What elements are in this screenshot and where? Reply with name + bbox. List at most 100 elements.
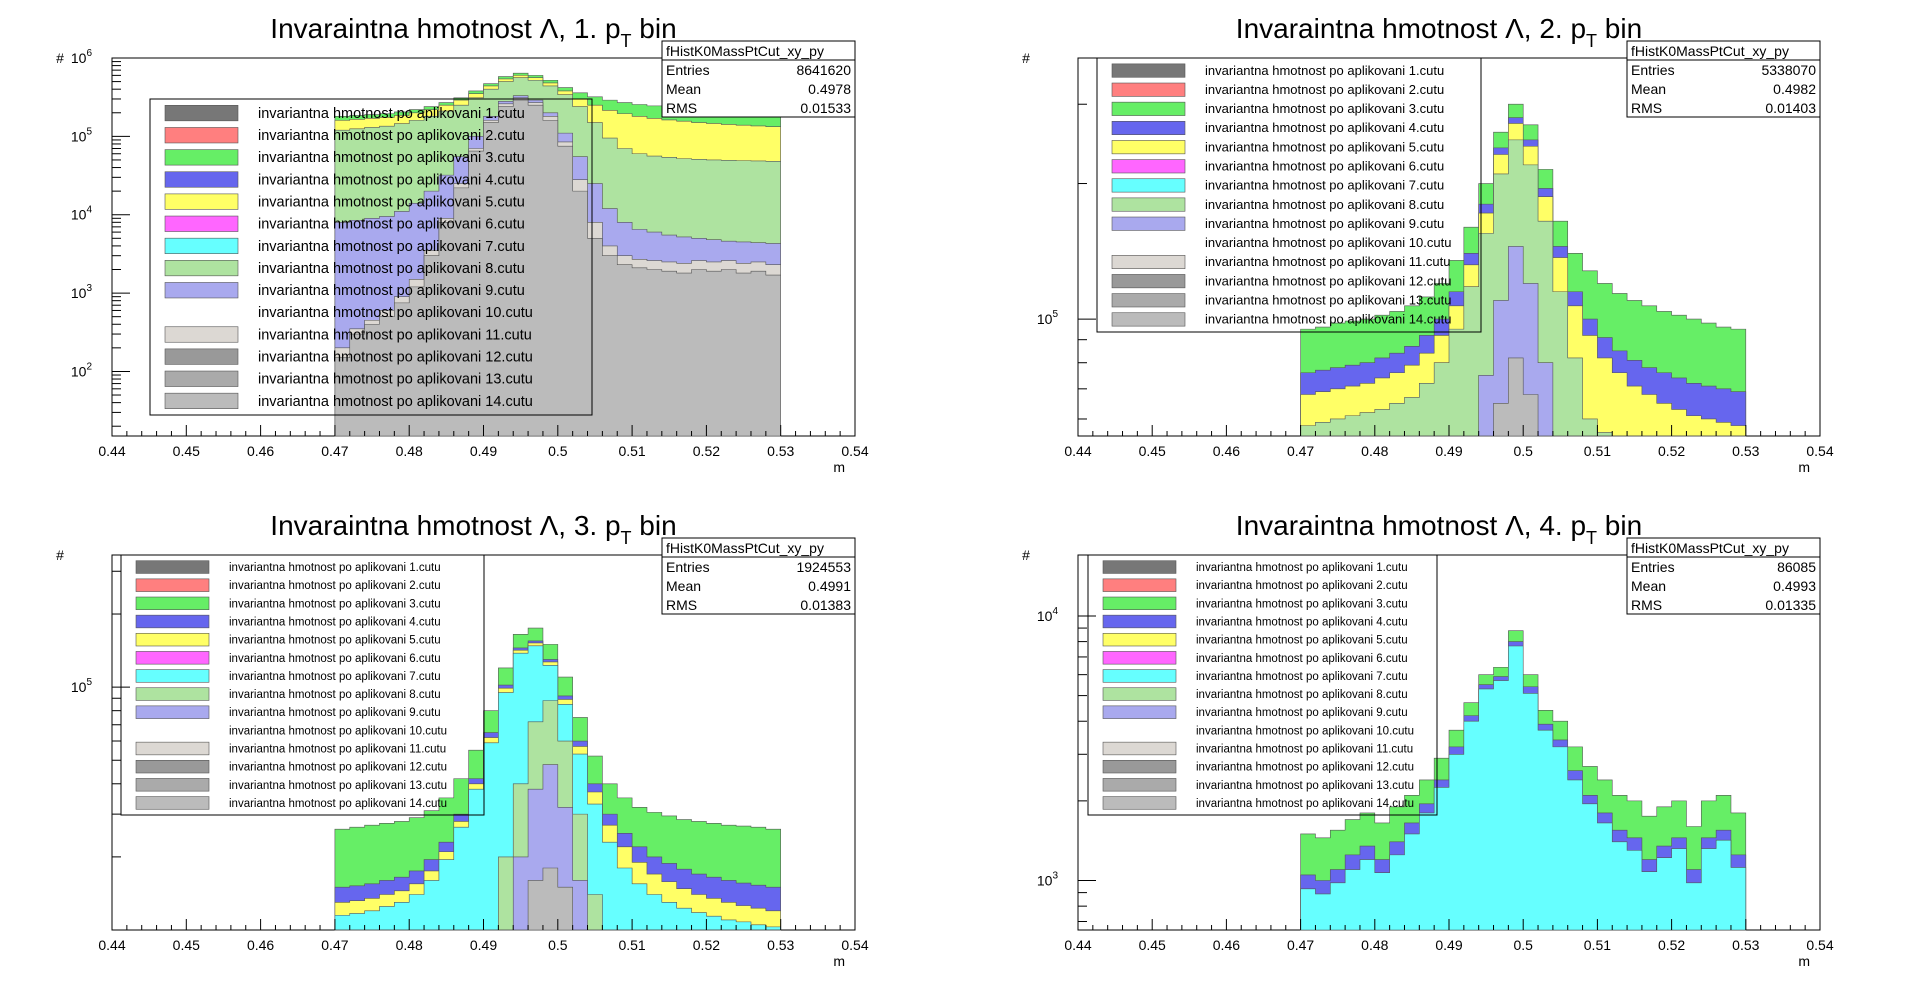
- legend-label: invariantna hmotnost po aplikovani 3.cut…: [1205, 101, 1444, 116]
- y-axis-label: #: [56, 50, 64, 66]
- legend-swatch: [135, 741, 210, 756]
- x-tick-label: 0.45: [1139, 443, 1166, 459]
- x-tick-label: 0.49: [1435, 937, 1462, 953]
- legend-swatch: [1111, 159, 1186, 174]
- legend-swatch: [1111, 255, 1186, 270]
- legend-swatch: [164, 392, 239, 409]
- y-tick-exponent: 5: [1052, 309, 1058, 320]
- legend-label: invariantna hmotnost po aplikovani 12.cu…: [1205, 273, 1451, 288]
- legend-swatch: [1102, 596, 1177, 611]
- x-tick-label: 0.46: [247, 443, 274, 459]
- legend-label: invariantna hmotnost po aplikovani 7.cut…: [258, 239, 525, 255]
- x-tick-label: 0.54: [1806, 443, 1833, 459]
- chart-title-subscript: T: [621, 31, 632, 51]
- legend-label: invariantna hmotnost po aplikovani 9.cut…: [1196, 707, 1408, 719]
- legend-swatch: [164, 237, 239, 254]
- legend-label: invariantna hmotnost po aplikovani 12.cu…: [258, 350, 533, 366]
- legend-label: invariantna hmotnost po aplikovani 12.cu…: [1196, 762, 1414, 774]
- legend-label: invariantna hmotnost po aplikovani 2.cut…: [229, 580, 441, 592]
- legend-label: invariantna hmotnost po aplikovani 6.cut…: [1205, 158, 1444, 173]
- legend-swatch: [135, 614, 210, 629]
- legend-swatch: [1102, 741, 1177, 756]
- legend-label: invariantna hmotnost po aplikovani 14.cu…: [1205, 312, 1451, 327]
- chart-title-main: Invaraintna hmotnost Λ, 3. p: [270, 510, 620, 541]
- legend-frame: [120, 554, 485, 816]
- legend-label: invariantna hmotnost po aplikovani 1.cut…: [229, 562, 441, 574]
- stats-name: fHistK0MassPtCut_xy_py: [1631, 43, 1789, 59]
- y-tick-base: 10: [1037, 873, 1053, 889]
- x-tick-label: 0.51: [618, 443, 645, 459]
- legend-label: invariantna hmotnost po aplikovani 6.cut…: [258, 217, 525, 233]
- legend-swatch: [164, 105, 239, 122]
- legend-swatch: [1111, 140, 1186, 155]
- y-tick-base: 10: [71, 363, 87, 379]
- legend-swatch: [164, 260, 239, 277]
- legend-label: invariantna hmotnost po aplikovani 10.cu…: [229, 725, 447, 737]
- legend-label: invariantna hmotnost po aplikovani 9.cut…: [1205, 216, 1444, 231]
- y-tick-base: 10: [71, 128, 87, 144]
- legend: invariantna hmotnost po aplikovani 1.cut…: [149, 98, 593, 416]
- stats-label: Mean: [666, 81, 701, 97]
- legend-swatch: [135, 560, 210, 574]
- stats-label: RMS: [1631, 597, 1662, 613]
- x-tick-label: 0.49: [470, 443, 497, 459]
- x-tick-label: 0.48: [396, 443, 423, 459]
- chart-title-subscript: T: [1586, 528, 1597, 548]
- x-tick-label: 0.5: [548, 937, 568, 953]
- x-tick-label: 0.47: [321, 443, 348, 459]
- stats-body-frame: [1626, 556, 1821, 615]
- legend-label: invariantna hmotnost po aplikovani 13.cu…: [1196, 780, 1414, 792]
- legend-label: invariantna hmotnost po aplikovani 4.cut…: [258, 172, 525, 188]
- x-tick-label: 0.53: [767, 937, 794, 953]
- x-tick-label: 0.45: [1139, 937, 1166, 953]
- legend-swatch: [164, 149, 239, 166]
- legend-swatch: [164, 193, 239, 210]
- x-tick-label: 0.44: [1064, 443, 1091, 459]
- histogram-cut14: [334, 867, 781, 931]
- stats-label: Entries: [666, 62, 710, 78]
- chart-panel-1: 0.44 0.45 0.46 0.47 0.48 0.49 0.5 0.51 0.52 0.53 0…: [56, 13, 869, 475]
- x-tick-label: 0.49: [1435, 443, 1462, 459]
- stats-value: 0.01383: [800, 597, 851, 613]
- stats-name: fHistK0MassPtCut_xy_py: [666, 43, 824, 59]
- legend-swatch: [164, 127, 239, 144]
- legend-swatch: [1111, 197, 1186, 212]
- legend-swatch: [1111, 312, 1186, 327]
- legend-swatch: [1102, 705, 1177, 719]
- x-tick-label: 0.45: [173, 937, 200, 953]
- legend-label: invariantna hmotnost po aplikovani 2.cut…: [1196, 580, 1408, 592]
- legend-label: invariantna hmotnost po aplikovani 7.cut…: [229, 671, 441, 683]
- y-tick-base: 10: [71, 679, 87, 695]
- legend-swatch: [1102, 614, 1177, 629]
- legend-swatch: [164, 171, 239, 188]
- legend-swatch: [135, 705, 210, 719]
- chart-title-subscript: T: [621, 528, 632, 548]
- x-tick-label: 0.53: [1732, 443, 1759, 459]
- legend-swatch: [135, 796, 210, 810]
- legend-swatch: [1111, 82, 1186, 97]
- stats-label: RMS: [666, 100, 697, 116]
- y-tick-label: 103: [1037, 871, 1059, 889]
- x-tick-label: 0.51: [1584, 937, 1611, 953]
- x-tick-label: 0.51: [618, 937, 645, 953]
- legend-label: invariantna hmotnost po aplikovani 3.cut…: [229, 598, 441, 610]
- legend-label: invariantna hmotnost po aplikovani 1.cut…: [1205, 63, 1444, 78]
- legend-label: invariantna hmotnost po aplikovani 12.cu…: [229, 762, 447, 774]
- stats-label: Entries: [666, 559, 710, 575]
- legend-label: invariantna hmotnost po aplikovani 13.cu…: [229, 780, 447, 792]
- x-tick-label: 0.48: [1361, 443, 1388, 459]
- x-tick-label: 0.54: [841, 443, 868, 459]
- legend-swatch: [135, 632, 210, 647]
- legend-swatch: [164, 215, 239, 232]
- chart-title-suffix: bin: [1597, 510, 1642, 541]
- x-tick-label: 0.5: [1513, 443, 1533, 459]
- legend-frame: [149, 98, 593, 416]
- legend-swatch: [1102, 632, 1177, 647]
- y-tick-label: 105: [71, 126, 93, 144]
- legend-label: invariantna hmotnost po aplikovani 8.cut…: [1205, 197, 1444, 212]
- x-tick-label: 0.52: [693, 937, 720, 953]
- stats-value: 0.4991: [808, 578, 851, 594]
- legend-label: invariantna hmotnost po aplikovani 10.cu…: [1196, 725, 1414, 737]
- legend-swatch: [1102, 796, 1177, 810]
- stats-label: Entries: [1631, 62, 1675, 78]
